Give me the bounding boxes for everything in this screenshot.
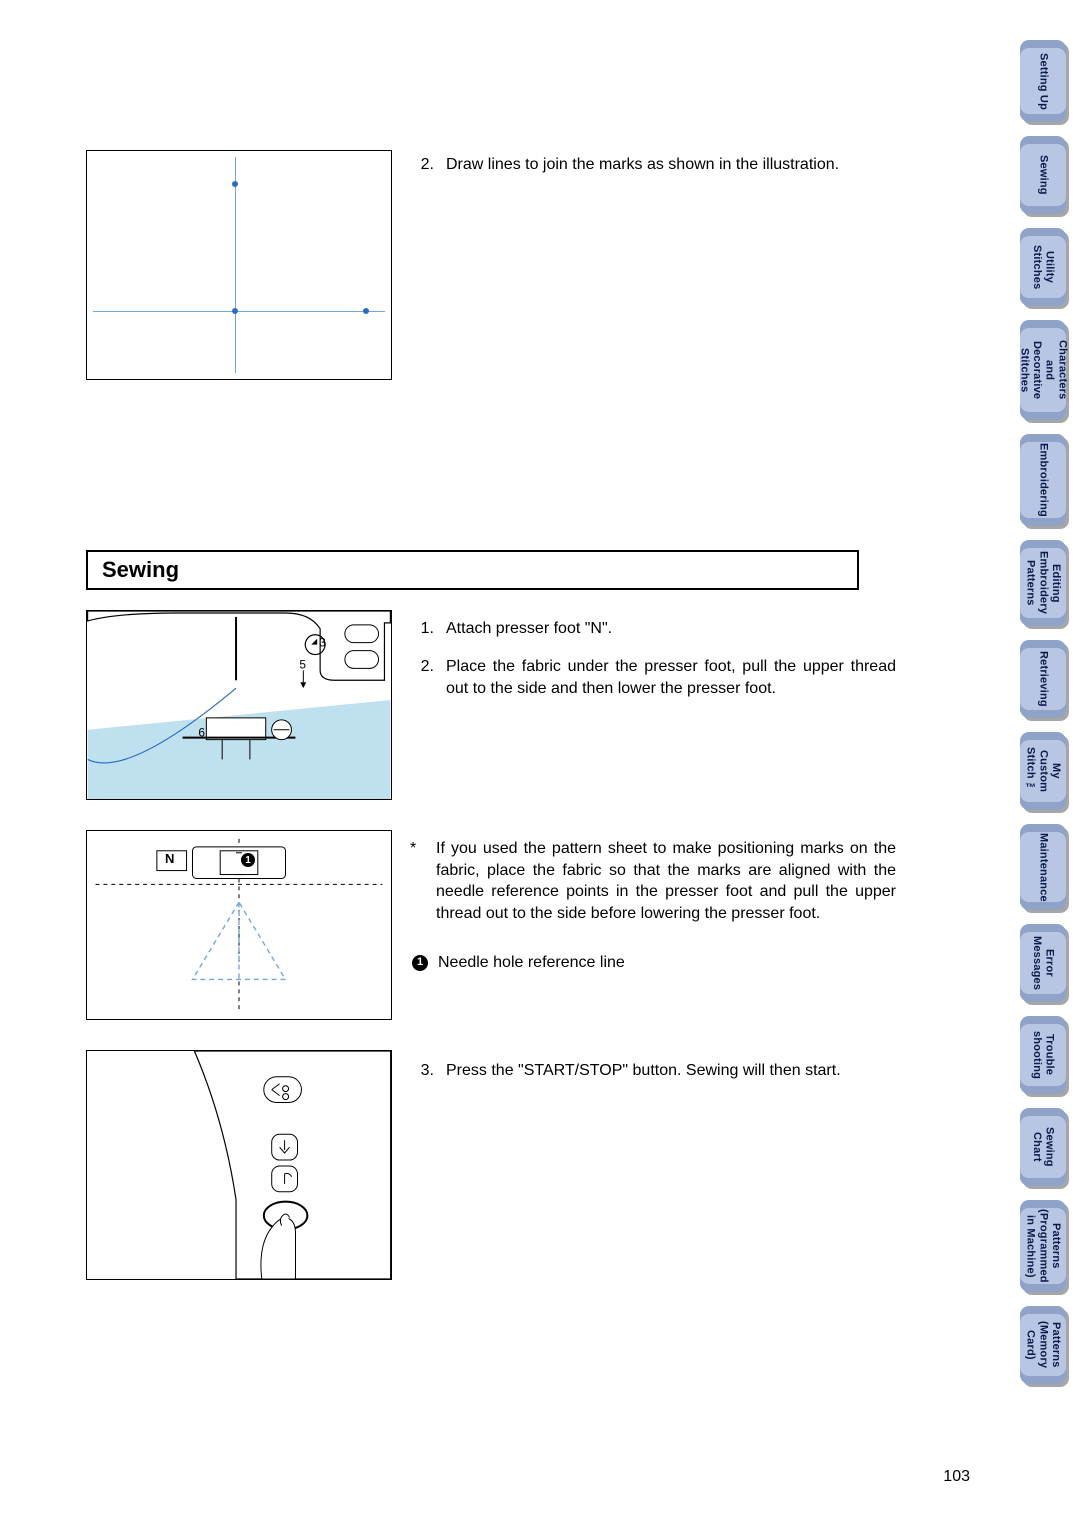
note-pattern-sheet: * If you used the pattern sheet to make …: [410, 838, 896, 924]
step-number: 3.: [412, 1060, 434, 1082]
step-2-draw-lines: 2. Draw lines to join the marks as shown…: [412, 154, 896, 176]
step-3-start-stop: 3. Press the "START/STOP" button. Sewing…: [412, 1060, 896, 1082]
figure-draw-lines: [86, 150, 392, 380]
side-tab[interactable]: Setting Up: [1020, 40, 1066, 122]
tab-label: Sewing: [1037, 155, 1050, 195]
side-tab[interactable]: Maintenance: [1020, 824, 1066, 910]
side-tab[interactable]: Patterns (Memory Card): [1020, 1306, 1066, 1384]
tab-label: Maintenance: [1037, 833, 1050, 902]
manual-page: Setting Up Sewing Utility Stitches Characte…: [0, 0, 1080, 1526]
tab-label: Error Messages: [1030, 936, 1055, 990]
tab-label: Patterns (Memory Card): [1024, 1321, 1062, 1368]
side-tab[interactable]: Patterns (Programmed in Machine): [1020, 1200, 1066, 1292]
tab-face: Retrieving: [1020, 648, 1066, 710]
tab-face: Characters and Decorative Stitches: [1020, 328, 1066, 412]
tab-label: Patterns (Programmed in Machine): [1024, 1209, 1062, 1283]
mark-dot: [363, 308, 369, 314]
tab-face: Maintenance: [1020, 832, 1066, 902]
side-tab[interactable]: Sewing: [1020, 136, 1066, 214]
side-tab[interactable]: Trouble shooting: [1020, 1016, 1066, 1094]
step-number: 2.: [412, 154, 434, 176]
step-text: Draw lines to join the marks as shown in…: [446, 154, 896, 176]
fig3-callout-1: 1: [241, 853, 255, 867]
tab-face: Patterns (Memory Card): [1020, 1314, 1066, 1376]
side-tab[interactable]: Characters and Decorative Stitches: [1020, 320, 1066, 420]
tab-face: Error Messages: [1020, 932, 1066, 994]
legend-text: Needle hole reference line: [438, 952, 625, 974]
note-asterisk: *: [410, 838, 422, 924]
figure-presser-foot: 3 5 6: [86, 610, 392, 800]
tab-label: Setting Up: [1037, 53, 1050, 110]
tab-face: Embroidering: [1020, 442, 1066, 518]
side-tab[interactable]: Retrieving: [1020, 640, 1066, 718]
tab-label: Editing Embroidery Patterns: [1024, 551, 1062, 614]
figure-start-stop: [86, 1050, 392, 1280]
tab-face: Setting Up: [1020, 48, 1066, 114]
side-tab[interactable]: Sewing Chart: [1020, 1108, 1066, 1186]
tab-face: My Custom Stitch ™: [1020, 740, 1066, 802]
fig3-label-n: N: [165, 851, 174, 866]
note-text: If you used the pattern sheet to make po…: [436, 838, 896, 924]
legend-bullet-1: 1: [412, 955, 428, 971]
side-tab[interactable]: Error Messages: [1020, 924, 1066, 1002]
tab-face: Sewing: [1020, 144, 1066, 206]
tab-face: Trouble shooting: [1020, 1024, 1066, 1086]
tab-label: Retrieving: [1037, 651, 1050, 707]
tab-label: Characters and Decorative Stitches: [1018, 340, 1069, 399]
tab-label: Sewing Chart: [1030, 1127, 1055, 1167]
figure-needle-reference: N 1: [86, 830, 392, 1020]
fig2-label-6: 6: [198, 726, 205, 740]
fig2-label-5: 5: [299, 657, 306, 671]
step-text: Press the "START/STOP" button. Sewing wi…: [446, 1060, 896, 1082]
step-number: 1.: [412, 618, 434, 640]
mark-dot: [232, 308, 238, 314]
tab-label: My Custom Stitch ™: [1024, 747, 1062, 794]
guide-vline: [235, 157, 236, 373]
side-tabs: Setting Up Sewing Utility Stitches Characte…: [1020, 40, 1066, 1384]
legend-needle-hole: 1 Needle hole reference line: [412, 952, 898, 974]
tab-face: Sewing Chart: [1020, 1116, 1066, 1178]
step-number: 2.: [412, 656, 434, 699]
tab-face: Utility Stitches: [1020, 236, 1066, 298]
tab-face: Editing Embroidery Patterns: [1020, 548, 1066, 618]
side-tab[interactable]: My Custom Stitch ™: [1020, 732, 1066, 810]
tab-label: Embroidering: [1037, 443, 1050, 517]
side-tab[interactable]: Editing Embroidery Patterns: [1020, 540, 1066, 626]
page-number: 103: [943, 1468, 970, 1486]
tab-label: Trouble shooting: [1030, 1031, 1055, 1079]
tab-label: Utility Stitches: [1030, 245, 1055, 289]
step-2-place-fabric: 2. Place the fabric under the presser fo…: [412, 656, 896, 699]
mark-dot: [232, 181, 238, 187]
side-tab[interactable]: Utility Stitches: [1020, 228, 1066, 306]
step-text: Attach presser foot "N".: [446, 618, 896, 640]
guide-hline: [93, 311, 385, 312]
section-heading-sewing: Sewing: [86, 550, 859, 590]
section-title-text: Sewing: [102, 557, 179, 583]
tab-face: Patterns (Programmed in Machine): [1020, 1208, 1066, 1284]
step-1-attach-foot: 1. Attach presser foot "N".: [412, 618, 896, 640]
step-text: Place the fabric under the presser foot,…: [446, 656, 896, 699]
side-tab[interactable]: Embroidering: [1020, 434, 1066, 526]
